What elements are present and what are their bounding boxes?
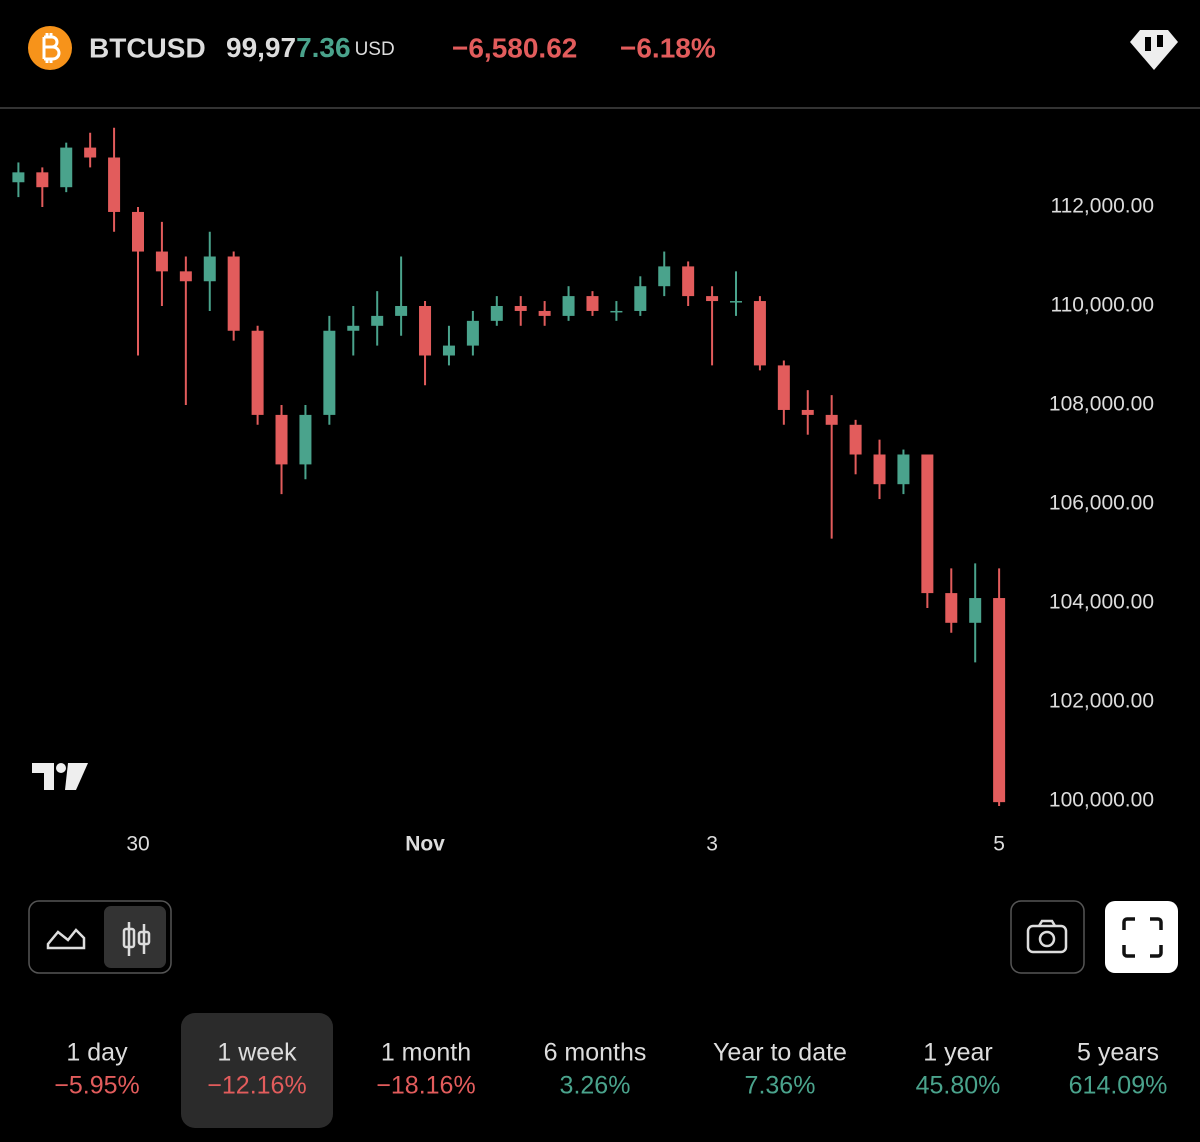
y-tick-label: 106,000.00: [1049, 492, 1154, 515]
candle-body: [12, 172, 25, 183]
candle-body: [155, 251, 168, 272]
y-tick-label: 112,000.00: [1050, 195, 1154, 218]
pro-icon[interactable]: [1130, 30, 1178, 70]
period-label[interactable]: 1 month: [381, 1039, 471, 1067]
candle-body: [132, 211, 144, 252]
price-tail: 7.36: [296, 32, 351, 63]
candle-body: [347, 325, 360, 331]
x-tick-label: 5: [993, 833, 1005, 856]
x-tick-label: 3: [706, 833, 718, 856]
candle-body: [84, 147, 97, 158]
candle-body: [825, 414, 838, 425]
tv-logo: [32, 763, 88, 790]
period-label[interactable]: 5 years: [1077, 1039, 1159, 1067]
candle-body: [203, 256, 216, 282]
candle-body: [658, 266, 671, 287]
period-label[interactable]: Year to date: [713, 1039, 847, 1067]
period-change[interactable]: −18.16%: [376, 1072, 475, 1100]
period-change[interactable]: 3.26%: [560, 1072, 631, 1100]
y-tick-label: 100,000.00: [1049, 789, 1154, 812]
candle-body: [921, 454, 934, 594]
candle-body: [251, 330, 264, 415]
candle-body: [777, 365, 790, 410]
x-tick-label: Nov: [405, 833, 445, 856]
candle-body: [610, 310, 623, 313]
period-change[interactable]: −12.16%: [207, 1072, 306, 1100]
candle-body: [801, 409, 814, 415]
y-tick-label: 104,000.00: [1049, 591, 1154, 614]
chart-type-toggle[interactable]: [28, 900, 172, 974]
candle-body: [371, 315, 384, 326]
period-label[interactable]: 1 year: [923, 1039, 992, 1067]
candle-body: [586, 296, 599, 311]
candle-body: [227, 256, 240, 331]
period-label[interactable]: 1 day: [66, 1039, 128, 1067]
candle-body: [419, 306, 432, 356]
camera-button[interactable]: [1010, 900, 1085, 974]
price-main: 99,97: [226, 32, 296, 63]
candle-body: [442, 345, 455, 356]
candle-body: [969, 598, 982, 623]
selected-tab: [181, 1013, 333, 1128]
candle-body: [849, 424, 862, 455]
symbol: BTCUSD: [89, 32, 206, 63]
currency: USD: [355, 39, 395, 60]
y-tick-label: 108,000.00: [1049, 393, 1154, 416]
x-tick-label: 30: [126, 833, 149, 856]
period-change[interactable]: 7.36%: [745, 1072, 816, 1100]
change-percent: −6.18%: [620, 32, 716, 63]
candle-body: [730, 301, 742, 303]
candle-body: [108, 157, 121, 212]
candle-body: [323, 330, 336, 415]
candle-body: [36, 172, 49, 188]
period-change[interactable]: −5.95%: [54, 1072, 140, 1100]
y-tick-label: 102,000.00: [1049, 690, 1154, 713]
candle-body: [682, 266, 695, 297]
period-change[interactable]: 614.09%: [1069, 1072, 1168, 1100]
candle-body: [873, 454, 886, 485]
candle-body: [993, 598, 1006, 803]
candle-body: [275, 414, 288, 465]
candle-body: [706, 296, 719, 302]
candle-body: [634, 286, 647, 311]
candle-body: [562, 296, 575, 316]
candle-body: [466, 320, 479, 346]
chart: 100,000.00 102,000.00 104,000.00 106,000.00…: [12, 127, 1154, 856]
candle-body: [514, 306, 527, 311]
fullscreen-button[interactable]: [1105, 901, 1178, 973]
period-change[interactable]: 45.80%: [916, 1072, 1001, 1100]
y-tick-label: 110,000.00: [1050, 294, 1154, 317]
btc-icon: [28, 26, 72, 70]
candle-body: [299, 414, 312, 465]
candle-body: [753, 301, 766, 366]
candle-body: [395, 306, 408, 316]
candle-body: [60, 147, 73, 188]
candle-body: [179, 271, 192, 282]
price: 99,977.36 USD: [226, 32, 395, 63]
candle-body: [490, 306, 503, 321]
period-label[interactable]: 1 week: [217, 1039, 297, 1067]
change: −6,580.62: [452, 32, 577, 63]
candle-body: [945, 593, 958, 623]
period-tabs: 1 day −5.95% 1 week −12.16% 1 month −18.16% 6 …: [54, 1013, 1167, 1128]
period-label[interactable]: 6 months: [544, 1039, 647, 1067]
candle-body: [897, 454, 910, 485]
candle-body: [538, 310, 551, 316]
